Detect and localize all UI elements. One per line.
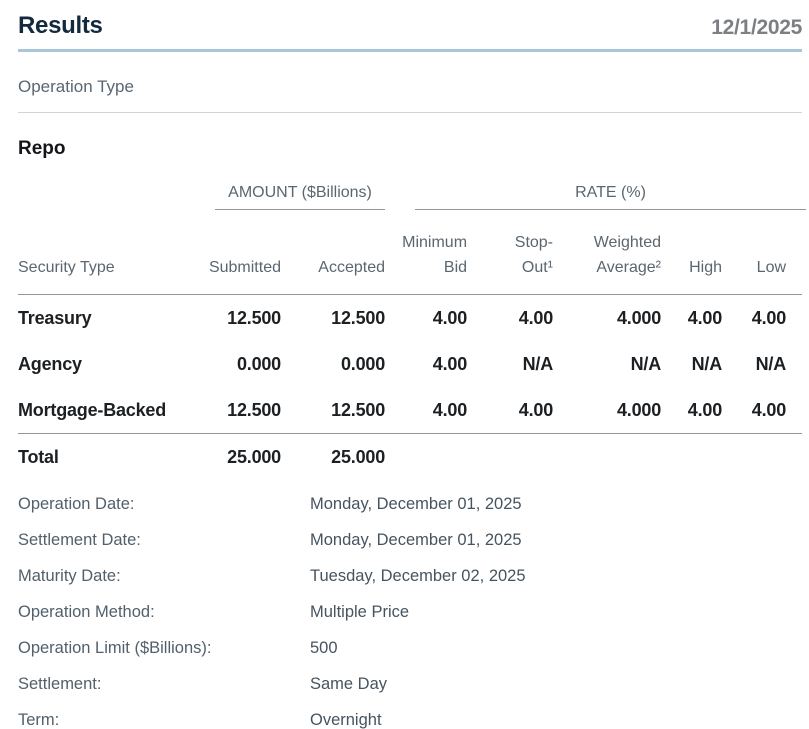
cell-accepted: 0.000 [340,354,386,374]
col-header-low: Low [722,210,803,295]
cell-submitted: 0.000 [236,354,281,374]
col-header-submitted: Submitted [190,210,281,295]
cell-low: 4.00 [722,387,803,434]
total-label: Total [18,447,59,467]
cell-high: 4.00 [661,387,722,434]
cell-stop-out: 4.00 [518,308,554,328]
cell-security-type: Mortgage-Backed [18,387,190,434]
table-row-total: Total 25.000 25.000 [18,434,802,481]
cell-weighted-average: 4.000 [616,308,662,328]
detail-row-settlement: Settlement: Same Day [18,666,802,702]
cell-weighted-average: 4.000 [553,387,661,434]
detail-row-operation-method: Operation Method: Multiple Price [18,594,802,630]
cell-high: N/A [691,354,723,374]
cell-minimum-bid: 4.00 [432,354,468,374]
detail-row-operation-date: Operation Date: Monday, December 01, 202… [18,486,802,522]
col-header-high: High [661,210,723,295]
detail-value: Multiple Price [310,603,410,621]
group-rate-cell: RATE (%) [385,162,807,210]
results-header: Results 12/1/2025 [18,12,802,40]
section-title-repo: Repo [18,138,66,159]
table-row-mortgage-backed: Mortgage-Backed 12.500 12.500 4.00 4.00 … [18,387,803,434]
col-header-stop-out: Stop- Out¹ [467,210,554,295]
detail-row-settlement-date: Settlement Date: Monday, December 01, 20… [18,522,802,558]
detail-value: Same Day [310,675,388,693]
detail-row-operation-limit: Operation Limit ($Billions): 500 [18,630,802,666]
col-header-security-type: Security Type [18,210,190,295]
detail-row-maturity-date: Maturity Date: Tuesday, December 02, 202… [18,558,802,594]
col-header-accepted: Accepted [281,210,386,295]
detail-label: Operation Date: [18,495,135,513]
results-table: AMOUNT ($Billions) RATE (%) Security Typ… [18,162,807,481]
operation-details: Operation Date: Monday, December 01, 202… [18,486,802,729]
group-header-rate: RATE (%) [415,184,807,210]
group-amount-cell: AMOUNT ($Billions) [190,162,386,210]
cell-stop-out: 4.00 [467,387,553,434]
detail-row-term: Term: Overnight [18,702,802,729]
detail-value: Overnight [310,711,382,729]
table-group-header-row: AMOUNT ($Billions) RATE (%) [18,162,807,210]
total-accepted: 25.000 [331,447,386,467]
cell-high: 4.00 [687,308,723,328]
cell-submitted: 12.500 [190,387,281,434]
cell-stop-out: N/A [522,354,554,374]
cell-accepted: 12.500 [331,308,386,328]
cell-minimum-bid: 4.00 [385,387,467,434]
table-row-agency: Agency 0.000 0.000 4.00 N/A N/A N/A N/A [18,341,802,387]
page-title: Results [18,12,103,39]
detail-value: Monday, December 01, 2025 [310,495,522,513]
header-accent-rule [18,49,802,52]
operation-type-filter[interactable]: Operation Type [18,77,802,97]
cell-low: N/A [755,354,787,374]
detail-label: Operation Limit ($Billions): [18,639,212,657]
detail-label: Operation Method: [18,603,155,621]
cell-security-type: Treasury [18,308,92,328]
detail-value: Tuesday, December 02, 2025 [310,567,526,585]
detail-value: Monday, December 01, 2025 [310,531,522,549]
col-header-weighted-average: Weighted Average² [553,210,662,295]
detail-label: Maturity Date: [18,567,121,585]
group-spacer-cell [18,162,190,210]
detail-value: 500 [310,639,338,657]
total-submitted: 25.000 [227,447,281,467]
operation-date-display: 12/1/2025 [711,16,802,39]
table-row-treasury: Treasury 12.500 12.500 4.00 4.00 4.000 4… [18,295,802,342]
cell-minimum-bid: 4.00 [432,308,468,328]
cell-submitted: 12.500 [227,308,281,328]
group-header-amount: AMOUNT ($Billions) [215,184,386,210]
detail-label: Settlement Date: [18,531,141,549]
cell-weighted-average: N/A [630,354,662,374]
cell-low: 4.00 [751,308,787,328]
cell-security-type: Agency [18,354,82,374]
operation-type-label: Operation Type [18,77,134,96]
detail-label: Settlement: [18,675,102,693]
col-header-minimum-bid: Minimum Bid [385,210,468,295]
table-header-row: Security Type Submitted Accepted Minimum… [18,210,803,295]
cell-accepted: 12.500 [281,387,385,434]
detail-label: Term: [18,711,60,729]
operation-type-divider [18,112,802,113]
